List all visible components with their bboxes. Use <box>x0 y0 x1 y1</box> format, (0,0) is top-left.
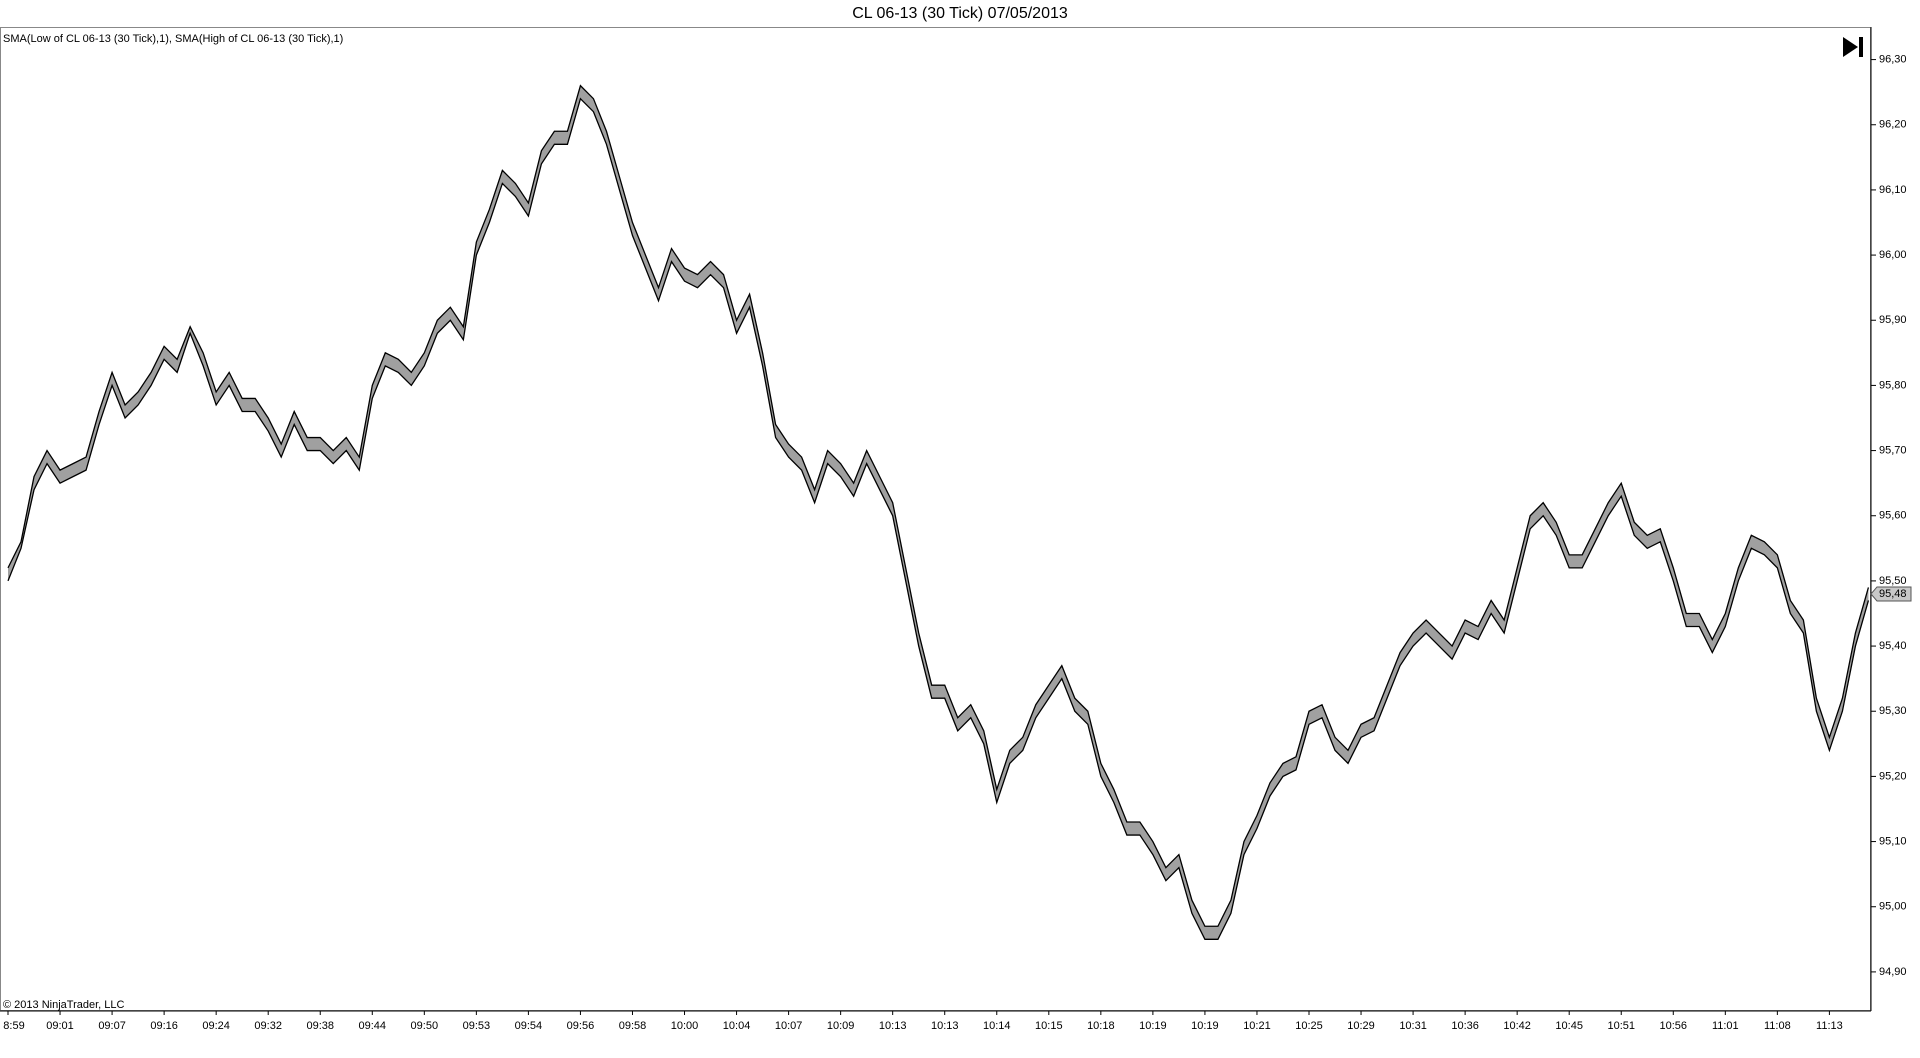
x-tick-label: 09:24 <box>202 1020 230 1032</box>
copyright: © 2013 NinjaTrader, LLC <box>3 999 124 1011</box>
x-tick-label: 10:14 <box>983 1020 1011 1032</box>
x-tick-label: 09:01 <box>46 1020 74 1032</box>
y-tick-label: 95,70 <box>1879 444 1907 456</box>
x-tick-label: 10:45 <box>1555 1020 1583 1032</box>
x-tick-label: 09:16 <box>150 1020 178 1032</box>
plot-frame <box>0 27 1871 1011</box>
y-tick-label: 95,30 <box>1879 705 1907 717</box>
chart-title: CL 06-13 (30 Tick) 07/05/2013 <box>852 5 1068 22</box>
y-tick-label: 96,00 <box>1879 249 1907 261</box>
y-tick-label: 95,00 <box>1879 901 1907 913</box>
x-tick-label: 10:56 <box>1660 1020 1688 1032</box>
x-tick-label: 10:04 <box>723 1020 751 1032</box>
last-price-tag <box>1870 586 1912 602</box>
legend: SMA(Low of CL 06-13 (30 Tick),1), SMA(Hi… <box>3 33 343 45</box>
series-line <box>7 84 1870 927</box>
y-tick-label: 95,20 <box>1879 770 1907 782</box>
legend-entry: SMA(Low of CL 06-13 (30 Tick),1) <box>3 33 169 45</box>
x-tick-label: 10:19 <box>1139 1020 1167 1032</box>
play-icon-bar[interactable] <box>1859 37 1863 57</box>
x-tick-label: 10:21 <box>1243 1020 1271 1032</box>
x-tick-label: 09:53 <box>463 1020 491 1032</box>
y-tick-label: 95,60 <box>1879 510 1907 522</box>
x-tick-label: 11:08 <box>1764 1020 1791 1032</box>
x-tick-label: 11:01 <box>1712 1020 1739 1032</box>
x-tick-label: 09:07 <box>98 1020 126 1032</box>
y-tick-label: 95,10 <box>1879 835 1907 847</box>
play-button[interactable] <box>1843 37 1863 57</box>
x-tick-label: 11:13 <box>1816 1020 1843 1032</box>
x-tick-label: 10:13 <box>931 1020 959 1032</box>
y-tick-label: 95,80 <box>1879 379 1907 391</box>
x-tick-label: 10:07 <box>775 1020 803 1032</box>
x-tick-label: 10:29 <box>1347 1020 1375 1032</box>
x-tick-label: 8:59 <box>3 1020 24 1032</box>
x-tick-label: 10:09 <box>827 1020 855 1032</box>
x-tick-label: 10:13 <box>879 1020 907 1032</box>
series-line <box>7 97 1870 940</box>
x-tick-label: 10:31 <box>1399 1020 1427 1032</box>
legend-entry: SMA(High of CL 06-13 (30 Tick),1) <box>175 33 343 45</box>
last-price-label: 95,48 <box>1879 588 1907 600</box>
y-tick-label: 95,50 <box>1879 575 1907 587</box>
x-tick-label: 10:15 <box>1035 1020 1063 1032</box>
y-tick-label: 94,90 <box>1879 966 1907 978</box>
legend-separator: , <box>169 33 175 45</box>
x-tick-label: 10:00 <box>671 1020 699 1032</box>
y-tick-label: 96,20 <box>1879 119 1907 131</box>
x-tick-label: 09:32 <box>254 1020 282 1032</box>
x-tick-label: 09:44 <box>359 1020 387 1032</box>
x-tick-label: 09:38 <box>306 1020 334 1032</box>
x-tick-label: 09:58 <box>619 1020 647 1032</box>
y-tick-label: 95,90 <box>1879 314 1907 326</box>
play-icon[interactable] <box>1843 37 1858 57</box>
x-tick-label: 10:36 <box>1451 1020 1479 1032</box>
x-tick-label: 10:25 <box>1295 1020 1323 1032</box>
x-tick-label: 10:18 <box>1087 1020 1115 1032</box>
y-tick-label: 95,40 <box>1879 640 1907 652</box>
y-tick-label: 96,10 <box>1879 184 1907 196</box>
x-tick-label: 10:19 <box>1191 1020 1219 1032</box>
x-tick-label: 09:54 <box>515 1020 543 1032</box>
x-tick-label: 10:42 <box>1503 1020 1531 1032</box>
x-tick-label: 09:50 <box>411 1020 439 1032</box>
x-tick-label: 09:56 <box>567 1020 595 1032</box>
y-tick-label: 96,30 <box>1879 53 1907 65</box>
x-tick-label: 10:51 <box>1607 1020 1635 1032</box>
